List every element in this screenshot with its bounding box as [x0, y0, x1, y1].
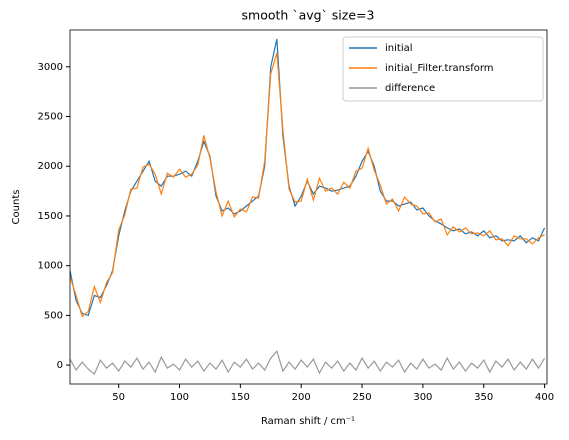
legend-label: initial: [385, 43, 413, 54]
y-tick-label: 0: [57, 360, 63, 371]
y-tick-label: 3000: [38, 62, 63, 73]
y-tick-label: 2000: [38, 161, 63, 172]
legend-box: [342, 36, 544, 102]
legend-label: difference: [385, 83, 435, 94]
series-line: [70, 52, 545, 318]
plot-frame: [69, 29, 548, 385]
y-axis-label: Counts: [11, 190, 22, 225]
y-tick-label: 500: [44, 310, 63, 321]
series-line: [70, 349, 546, 376]
x-tick-label: 300: [413, 392, 432, 403]
y-tick-label: 1000: [38, 261, 63, 272]
x-tick-label: 350: [474, 392, 493, 403]
x-tick-label: 400: [535, 392, 554, 403]
y-tick-label: 1500: [38, 211, 63, 222]
y-tick-label: 2500: [38, 112, 63, 123]
x-tick-label: 250: [352, 392, 371, 403]
x-tick-label: 200: [292, 392, 311, 403]
legend-label: initial_Filter.transform: [385, 63, 494, 74]
x-tick-label: 50: [112, 392, 125, 403]
x-tick-label: 100: [170, 392, 189, 403]
chart-title: smooth `avg` size=3: [242, 8, 375, 23]
x-axis-label: Raman shift / cm⁻¹: [261, 416, 355, 427]
x-tick-label: 150: [231, 392, 250, 403]
